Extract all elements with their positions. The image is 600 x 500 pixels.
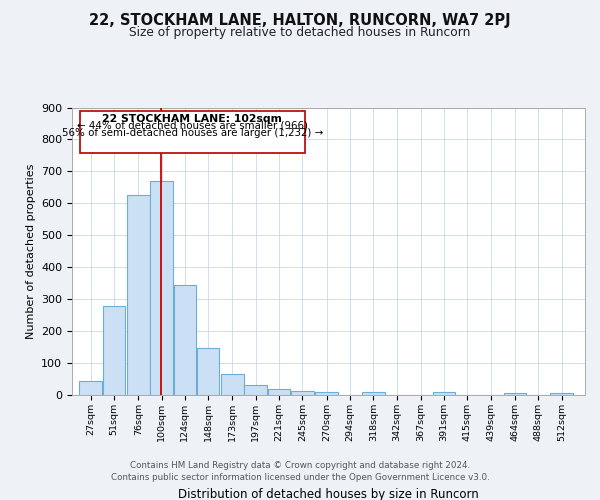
- Text: 22, STOCKHAM LANE, HALTON, RUNCORN, WA7 2PJ: 22, STOCKHAM LANE, HALTON, RUNCORN, WA7 …: [89, 12, 511, 28]
- Text: 56% of semi-detached houses are larger (1,232) →: 56% of semi-detached houses are larger (…: [62, 128, 323, 138]
- FancyBboxPatch shape: [80, 112, 305, 153]
- Bar: [103, 306, 125, 395]
- Bar: [150, 181, 173, 395]
- Bar: [550, 394, 573, 395]
- Text: Contains HM Land Registry data © Crown copyright and database right 2024.: Contains HM Land Registry data © Crown c…: [130, 461, 470, 470]
- Bar: [268, 388, 290, 395]
- Bar: [316, 392, 338, 395]
- Text: Size of property relative to detached houses in Runcorn: Size of property relative to detached ho…: [130, 26, 470, 39]
- Y-axis label: Number of detached properties: Number of detached properties: [26, 164, 35, 339]
- Bar: [362, 392, 385, 395]
- Bar: [221, 374, 244, 395]
- Bar: [197, 348, 220, 395]
- Bar: [291, 391, 314, 395]
- Bar: [504, 394, 526, 395]
- Bar: [127, 196, 149, 395]
- Text: ← 44% of detached houses are smaller (966): ← 44% of detached houses are smaller (96…: [77, 121, 308, 131]
- Bar: [173, 285, 196, 395]
- Bar: [433, 392, 455, 395]
- X-axis label: Distribution of detached houses by size in Runcorn: Distribution of detached houses by size …: [178, 488, 479, 500]
- Bar: [79, 381, 102, 395]
- Text: Contains public sector information licensed under the Open Government Licence v3: Contains public sector information licen…: [110, 472, 490, 482]
- Bar: [244, 385, 267, 395]
- Text: 22 STOCKHAM LANE: 102sqm: 22 STOCKHAM LANE: 102sqm: [103, 114, 283, 124]
